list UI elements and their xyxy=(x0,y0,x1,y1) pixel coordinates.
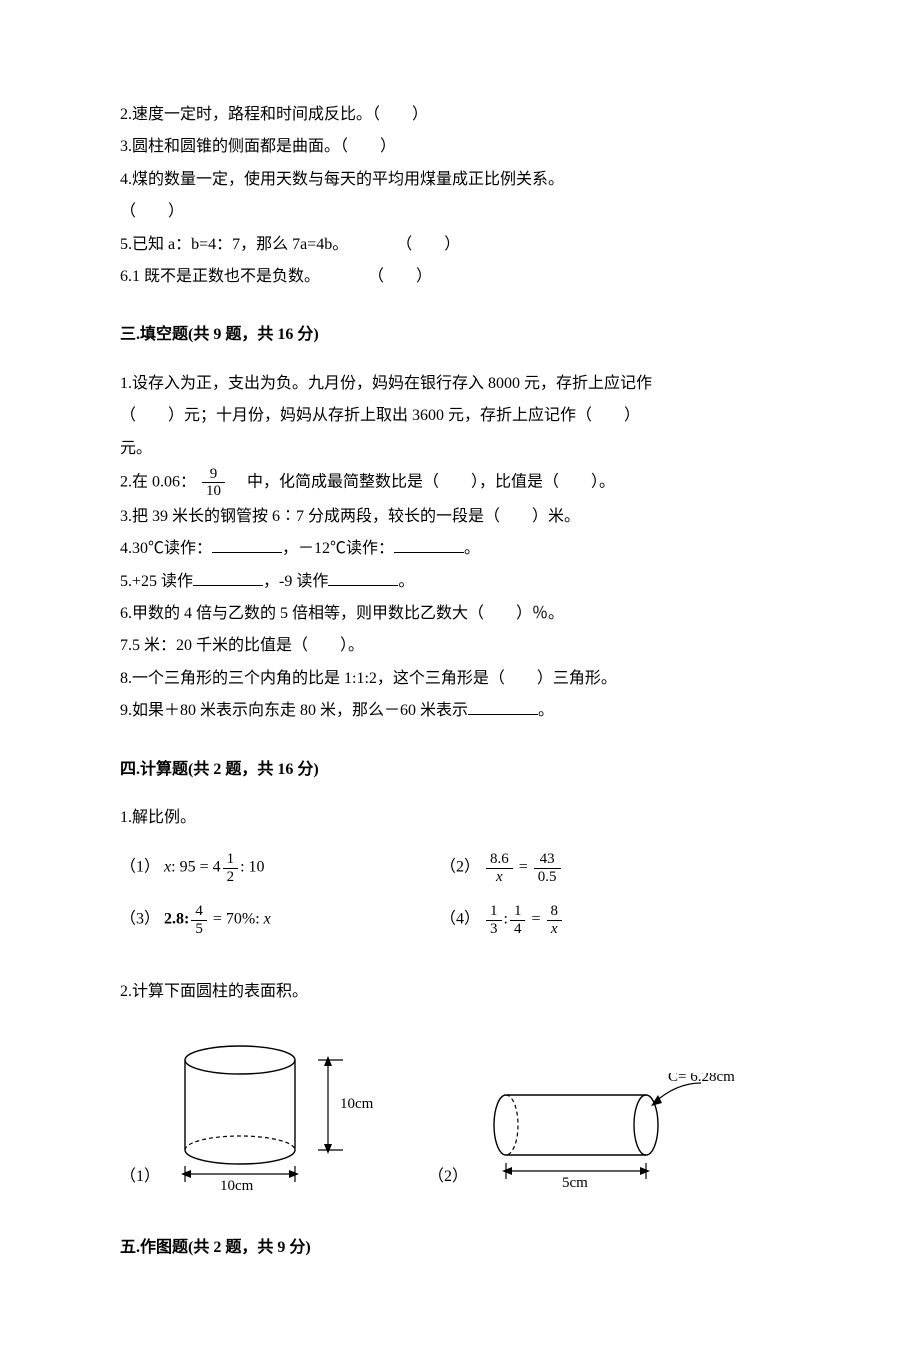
frac-den: 0.5 xyxy=(534,869,561,886)
eq4-frac3: 8x xyxy=(547,903,563,937)
s3-q4-c: 。 xyxy=(464,540,480,557)
frac-den: 5 xyxy=(191,921,207,938)
figure-1-wrap: （1） 10cm 10cm xyxy=(120,1038,388,1193)
section5-header: 五.作图题(共 2 题，共 9 分) xyxy=(120,1233,800,1263)
s3-q9-b: 。 xyxy=(538,702,554,719)
section4-header: 四.计算题(共 2 题，共 16 分) xyxy=(120,755,800,785)
cylinder-vertical-icon: 10cm 10cm xyxy=(168,1038,388,1193)
s3-q6: 6.甲数的 4 倍与乙数的 5 倍相等，则甲数比乙数大（ ）％。 xyxy=(120,599,800,629)
eq4-frac2: 14 xyxy=(510,903,526,937)
s3-q2-a: 2.在 0.06： xyxy=(120,474,196,491)
s4-q2: 2.计算下面圆柱的表面积。 xyxy=(120,977,800,1007)
s3-q1-line1: 1.设存入为正，支出为负。九月份，妈妈在银行存入 8000 元，存折上应记作 xyxy=(120,369,800,399)
frac-num: 1 xyxy=(486,903,502,921)
frac-den: 4 xyxy=(510,921,526,938)
judgment-q3: 3.圆柱和圆锥的侧面都是曲面。（ ） xyxy=(120,132,800,162)
s4-q1: 1.解比例。 xyxy=(120,803,800,833)
eq2-eq: = xyxy=(519,859,528,876)
s3-q7: 7.5 米：20 千米的比值是（ ）。 xyxy=(120,631,800,661)
s3-q5-c: 。 xyxy=(398,573,414,590)
frac-num: 43 xyxy=(534,851,561,869)
frac-den: 10 xyxy=(202,483,225,500)
fig1-label: （1） xyxy=(120,1162,160,1192)
blank xyxy=(328,570,398,586)
figure-2-wrap: （2） C= 6.28cm 5cm xyxy=(428,1073,736,1193)
frac-num: 4 xyxy=(191,903,207,921)
equation-row-1: （1） x: 95 = 412: 10 （2） 8.6x = 430.5 xyxy=(120,851,800,885)
eq2-label: （2） xyxy=(440,859,480,876)
cylinder-horizontal-icon: C= 6.28cm 5cm xyxy=(476,1073,736,1193)
eq2-frac2: 430.5 xyxy=(534,851,561,885)
figure-row: （1） 10cm 10cm （2） xyxy=(120,1038,800,1193)
judgment-q2: 2.速度一定时，路程和时间成反比。（ ） xyxy=(120,100,800,130)
eq1: （1） x: 95 = 412: 10 xyxy=(120,851,440,885)
frac-den: x xyxy=(547,921,563,938)
eq4-frac1: 13 xyxy=(486,903,502,937)
fig2-label: （2） xyxy=(428,1162,468,1192)
judgment-q4-line2: （ ） xyxy=(120,197,800,227)
eq1-frac: 12 xyxy=(223,851,239,885)
blank xyxy=(468,699,538,715)
s3-q2: 2.在 0.06： 9 10 中，化简成最简整数比是（ ），比值是（ ）。 xyxy=(120,466,800,500)
s3-q4-b: ，－12℃读作： xyxy=(282,540,394,557)
section3-header: 三.填空题(共 9 题，共 16 分) xyxy=(120,320,800,350)
frac-num: 8.6 xyxy=(486,851,513,869)
s3-q4-a: 4.30℃读作： xyxy=(120,540,212,557)
eq3-x: x xyxy=(264,911,271,928)
frac-den: 3 xyxy=(486,921,502,938)
eq4-eq: = xyxy=(531,911,540,928)
eq3-frac: 45 xyxy=(191,903,207,937)
fraction-9-10: 9 10 xyxy=(202,466,225,500)
eq3: （3） 2.8:45 = 70%: x xyxy=(120,903,440,937)
judgment-q4-line1: 4.煤的数量一定，使用天数与每天的平均用煤量成正比例关系。 xyxy=(120,165,800,195)
eq2-frac1: 8.6x xyxy=(486,851,513,885)
judgment-q6: 6.1 既不是正数也不是负数。 （ ） xyxy=(120,262,800,292)
frac-den: 2 xyxy=(223,869,239,886)
s3-q9: 9.如果＋80 米表示向东走 80 米，那么－60 米表示 。 xyxy=(120,696,800,726)
frac-num: 8 xyxy=(547,903,563,921)
s3-q1-line3: 元。 xyxy=(120,434,800,464)
blank xyxy=(394,537,464,553)
blank xyxy=(193,570,263,586)
eq2: （2） 8.6x = 430.5 xyxy=(440,851,800,885)
eq3-label: （3） xyxy=(120,911,160,928)
eq1-label: （1） xyxy=(120,859,160,876)
s3-q3: 3.把 39 米长的钢管按 6∶7 分成两段，较长的一段是（ ）米。 xyxy=(120,502,800,532)
s3-q2-b: 中，化简成最简整数比是（ ），比值是（ ）。 xyxy=(231,474,615,491)
s3-q5: 5.+25 读作 ，-9 读作 。 xyxy=(120,567,800,597)
s3-q1-line2: （ ）元；十月份，妈妈从存折上取出 3600 元，存折上应记作（ ） xyxy=(120,401,800,431)
judgment-q5: 5.已知 a：b=4：7，那么 7a=4b。 （ ） xyxy=(120,230,800,260)
s3-q4: 4.30℃读作： ，－12℃读作： 。 xyxy=(120,534,800,564)
eq3-b: = 70%: xyxy=(213,911,264,928)
blank xyxy=(212,537,282,553)
eq4: （4） 13:14 = 8x xyxy=(440,903,800,937)
s3-q8: 8.一个三角形的三个内角的比是 1:1:2，这个三角形是（ ）三角形。 xyxy=(120,664,800,694)
s3-q9-a: 9.如果＋80 米表示向东走 80 米，那么－60 米表示 xyxy=(120,702,468,719)
frac-den: x xyxy=(486,869,513,886)
equation-row-2: （3） 2.8:45 = 70%: x （4） 13:14 = 8x xyxy=(120,903,800,937)
fig1-height-text: 10cm xyxy=(340,1096,374,1112)
s3-q5-b: ，-9 读作 xyxy=(263,573,328,590)
frac-num: 1 xyxy=(223,851,239,869)
eq4-colon: : xyxy=(504,911,508,928)
eq1-c: : 10 xyxy=(240,859,264,876)
s3-q5-a: 5.+25 读作 xyxy=(120,573,193,590)
eq1-b: : 95 = 4 xyxy=(171,859,220,876)
fig1-width-text: 10cm xyxy=(220,1178,254,1193)
eq3-a: 2.8: xyxy=(164,911,189,928)
eq4-label: （4） xyxy=(440,911,480,928)
fig2-length-text: 5cm xyxy=(562,1175,588,1191)
frac-num: 9 xyxy=(202,466,225,484)
frac-num: 1 xyxy=(510,903,526,921)
fig2-c-text: C= 6.28cm xyxy=(668,1073,735,1085)
